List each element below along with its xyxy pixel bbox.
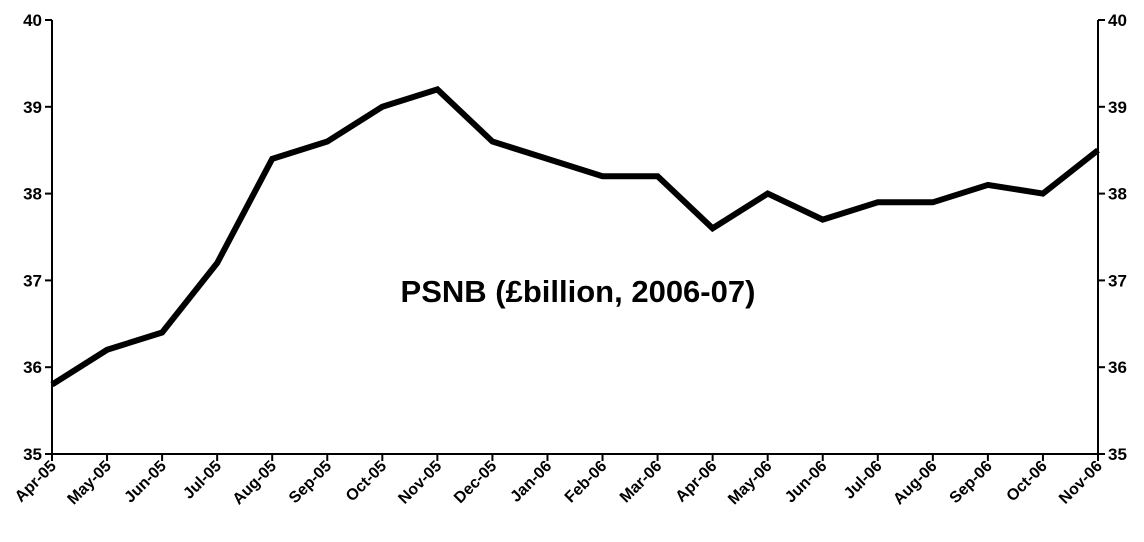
y-tick-label-left: 40 (23, 11, 42, 30)
x-tick-label: Apr-06 (673, 458, 721, 506)
y-tick-label-right: 37 (1108, 271, 1127, 290)
y-tick-label-left: 39 (23, 98, 42, 117)
y-tick-label-left: 37 (23, 271, 42, 290)
y-tick-label-left: 36 (23, 358, 42, 377)
x-tick-label: May-05 (64, 458, 114, 508)
x-tick-label: Dec-05 (451, 458, 500, 507)
y-tick-label-right: 39 (1108, 98, 1127, 117)
x-tick-label: Aug-06 (890, 458, 940, 508)
right-y-axis: 35 36 37 38 39 40 (1097, 11, 1127, 464)
x-tick-label: Jul-05 (180, 458, 225, 503)
x-tick-label: Jul-06 (841, 458, 886, 503)
y-tick-label-right: 36 (1108, 358, 1127, 377)
left-y-axis: 35 36 37 38 39 40 (23, 11, 53, 464)
chart-title: PSNB (£billion, 2006-07) (401, 274, 756, 309)
y-tick-label-right: 38 (1108, 185, 1127, 204)
x-tick-label: Aug-05 (230, 458, 280, 508)
x-tick-label: Feb-06 (562, 458, 611, 507)
y-tick-label-right: 35 (1108, 445, 1127, 464)
x-tick-label: Jun-06 (782, 458, 831, 507)
y-tick-label-left: 38 (23, 185, 42, 204)
x-tick-label: Sep-06 (947, 458, 996, 507)
x-tick-label: Apr-05 (12, 458, 60, 506)
x-tick-label: Nov-05 (395, 458, 445, 508)
x-tick-label: Sep-05 (286, 458, 335, 507)
x-tick-label: May-06 (725, 458, 775, 508)
x-tick-label: Oct-06 (1004, 458, 1051, 505)
series-line (50, 86, 1100, 388)
y-tick-label-right: 40 (1108, 11, 1127, 30)
y-tick-label-left: 35 (23, 445, 42, 464)
x-tick-label: Jun-05 (121, 458, 170, 507)
x-tick-label: Jan-06 (507, 458, 555, 506)
x-tick-label: Oct-05 (343, 458, 390, 505)
x-tick-label: Nov-06 (1056, 458, 1106, 508)
x-axis: Apr-05 May-05 Jun-05 Jul-05 Aug-05 Sep-05 Oct-… (12, 453, 1106, 508)
x-tick-label: Mar-06 (617, 458, 666, 507)
